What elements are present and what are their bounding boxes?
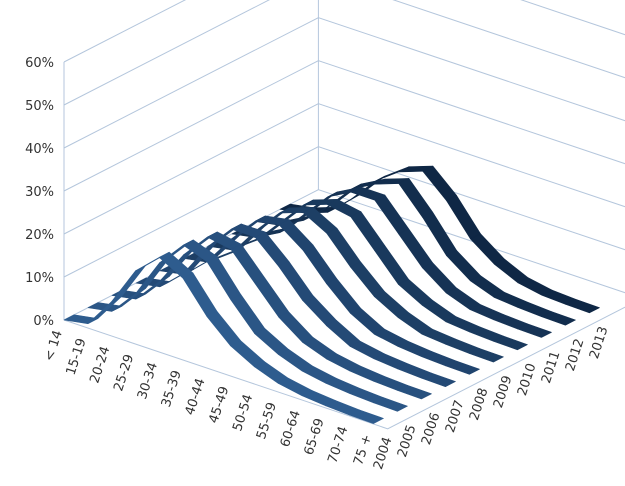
series-label: 2011 [539,349,563,385]
ribbon-segment [278,348,313,372]
category-label: 50-54 [230,393,256,434]
ribbon-segment [397,312,433,335]
ribbon-segment [326,278,361,314]
y-tick-label: 40% [25,142,54,157]
category-label: 25-29 [111,353,137,394]
series-label: 2008 [467,386,491,422]
ribbon-segment [350,211,386,251]
ribbon-segment [350,307,385,335]
gridline-4 [63,17,625,149]
ribbon-segment [278,261,314,301]
ribbon-segment [446,195,481,240]
y-tick-label: 10% [25,271,54,286]
ribbon-segment [565,298,600,314]
ribbon-segment [326,227,362,268]
y-tick-label: 50% [25,99,54,114]
category-label: 20-24 [87,345,113,386]
category-label: 45-49 [206,385,232,426]
ribbon-segment [254,231,290,267]
ribbon-segment [397,385,432,400]
series-2004 [63,251,384,424]
category-label: 35-39 [159,369,185,410]
ribbon-segment [422,262,457,294]
ribbon-segment [302,336,337,360]
ribbon-segment [446,250,481,282]
ribbon-segment [469,275,505,298]
ribbon-segment [349,409,384,424]
ribbon-segment [398,228,433,269]
category-label: 15-19 [64,337,90,378]
series-2006 [111,231,432,400]
series-label: 2005 [395,423,419,459]
series-label: 2012 [563,337,587,373]
ribbon-segment [398,278,433,306]
ribbon-segment [493,335,528,351]
gridline-2 [63,103,625,235]
ribbon-segment [493,258,529,284]
gridline-5 [63,0,625,106]
ribbon-segment [421,299,457,323]
ribbon-segment [445,287,481,310]
category-label: < 14 [42,329,66,364]
category-label: 40-44 [183,377,209,418]
ribbon-segment [374,291,409,318]
category-label: 55-59 [254,401,280,442]
ribbon-segment [350,261,385,298]
ribbon-segment [230,294,266,334]
y-tick-label: 0% [33,314,54,329]
ribbon-segment [302,244,338,285]
ribbon-segment [541,311,576,326]
category-label: 60-64 [278,409,304,450]
series-label: 2006 [419,411,443,447]
ribbon-segment [421,372,456,388]
ribbon-segment [230,340,265,368]
gridline-6 [63,0,625,63]
ribbon-segment [182,272,218,317]
ribbon-segment [254,361,289,384]
y-tick-label: 60% [25,56,54,71]
ribbon-segment [374,245,409,285]
series-label: 2010 [515,362,539,398]
ribbon-segment [469,348,504,363]
category-label: 30-34 [135,361,161,402]
grid-layer [63,0,625,430]
ribbon-segment [254,277,290,318]
y-tick-label: 30% [25,185,54,200]
category-label: 70-74 [325,425,351,466]
y-tick-label: 20% [25,228,54,243]
ribbon-segment [398,178,434,218]
ribbon-segment [517,323,552,338]
series-label: 2004 [371,435,395,471]
floor-edge [63,306,625,430]
ribbon-segment [87,296,122,325]
series-label: 2013 [587,325,611,361]
ribbon-segment [206,310,241,347]
ribbon-segment [373,397,408,412]
ribbon-segment [278,311,313,343]
series-label: 2009 [491,374,515,410]
ribbon-segment [254,328,289,355]
ribbon-segment [445,360,480,375]
series-label: 2007 [443,399,467,435]
category-label: 65-69 [302,417,328,458]
series-2011 [231,186,552,338]
ribbon-segment [230,243,266,284]
ribbon-segment [326,320,361,347]
ribbon-segment [278,219,314,251]
ribbon-segment [374,194,410,235]
series-layer [63,165,600,424]
ribbon-segment [470,233,505,265]
gridline-3 [63,60,625,192]
ribbon-segment [302,294,337,326]
ribbon-segment [206,256,242,301]
